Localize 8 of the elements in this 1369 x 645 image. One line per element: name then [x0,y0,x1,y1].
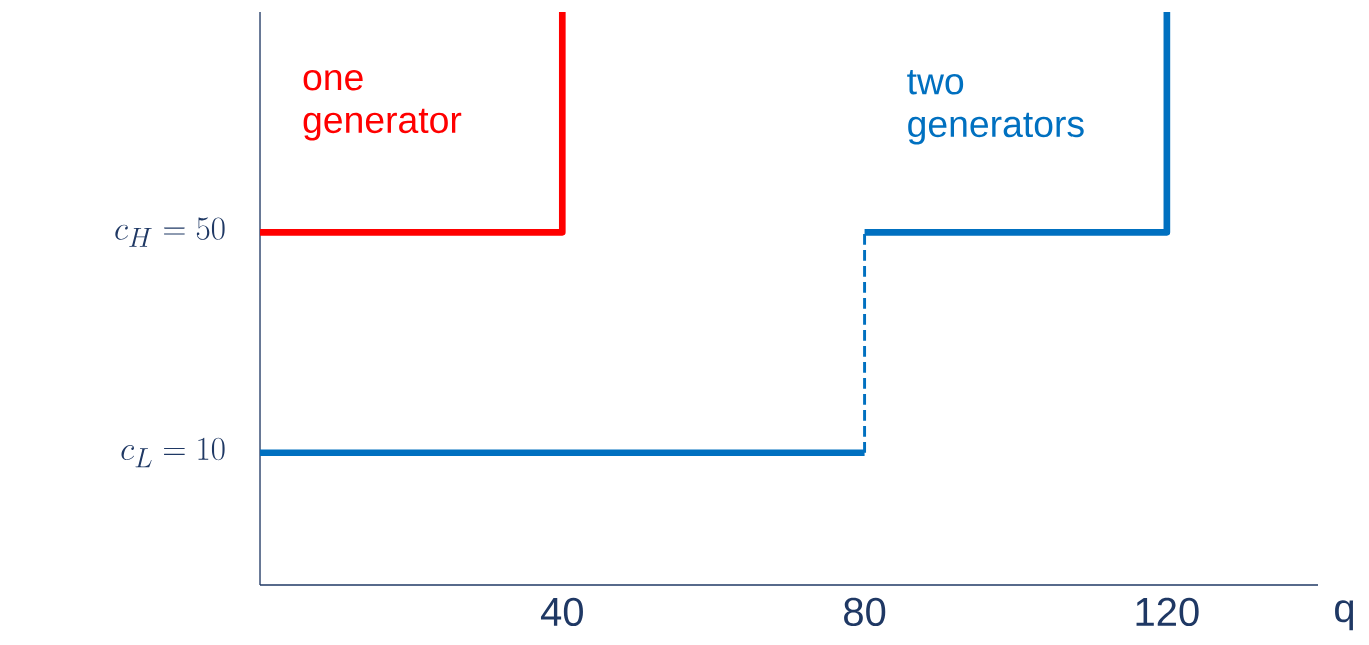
x-tick-label: 80 [844,597,886,627]
x-tick-label: 40 [540,597,583,627]
x-tick-label: 120 [1136,597,1199,627]
text: one generator [303,70,462,141]
y-tick-label: $c_L = 10$ [121,437,225,468]
text: two generators [907,70,1084,145]
x-axis-title: q [1335,600,1354,631]
y-tick-label: $c_H = 50$ [115,217,225,247]
